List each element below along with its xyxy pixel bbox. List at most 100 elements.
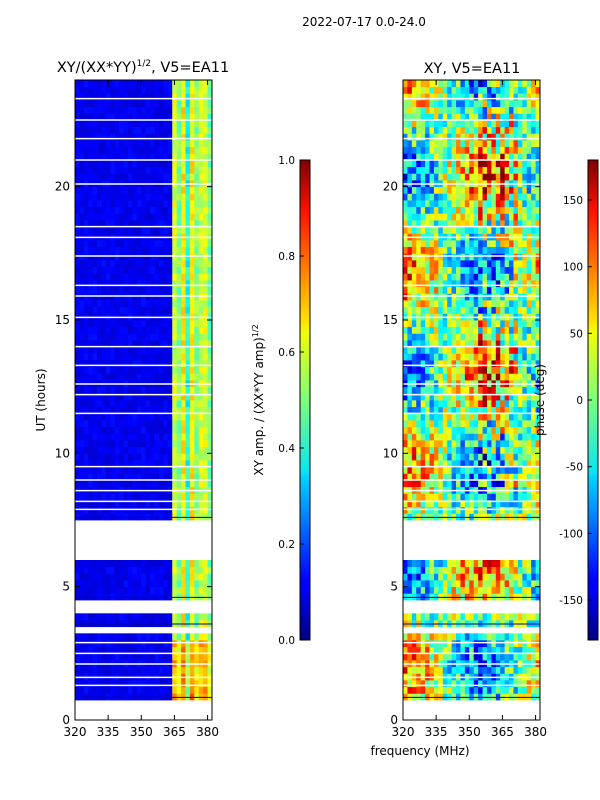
heatmap-cell [464,280,470,288]
heatmap-cell [526,400,532,408]
heatmap-cell [119,493,125,501]
heatmap-cell [83,266,89,274]
heatmap-cell [504,646,510,654]
heatmap-cell [420,166,426,174]
heatmap-cell [482,353,488,361]
heatmap-cell [145,240,151,248]
heatmap-cell [158,500,164,508]
heatmap-cell [482,320,488,328]
heatmap-cell [464,420,470,428]
heatmap-cell [411,373,417,381]
heatmap-cell [79,653,85,661]
heatmap-cell [163,640,169,648]
heatmap-cell [97,126,102,134]
heatmap-cell [433,153,439,161]
heatmap-cell [482,506,488,514]
heatmap-cell [425,166,430,174]
heatmap-cell [176,246,182,254]
heatmap-cell [482,253,488,261]
heatmap-cell [105,413,111,421]
heatmap-cell [469,366,475,374]
heatmap-cell [486,686,492,694]
heatmap-cell [438,153,444,161]
heatmap-cell [203,426,208,434]
heatmap-cell [97,120,102,128]
heatmap-cell [176,206,182,214]
heatmap-cell [464,320,470,328]
heatmap-cell [456,400,461,408]
heatmap-cell [486,666,492,674]
heatmap-cell [464,440,470,448]
heatmap-cell [535,566,541,574]
heatmap-cell [158,153,164,161]
heatmap-cell [88,346,94,354]
heatmap-cell [150,360,155,368]
heatmap-cell [500,193,506,201]
heatmap-cell [92,613,98,621]
heatmap-cell [420,153,426,161]
heatmap-cell [83,493,89,501]
amplitude-x-tick-label: 320 [64,725,87,739]
heatmap-cell [411,466,417,474]
heatmap-cell [526,326,532,334]
heatmap-cell [172,160,178,168]
heatmap-cell [79,326,85,334]
heatmap-cell [522,213,528,221]
heatmap-cell [451,353,457,361]
heatmap-cell [456,473,461,481]
heatmap-cell [420,286,426,294]
heatmap-cell [88,386,94,394]
heatmap-cell [198,100,204,108]
heatmap-cell [114,253,120,261]
heatmap-cell [101,306,107,314]
heatmap-cell [128,326,133,334]
heatmap-cell [433,373,439,381]
heatmap-cell [136,666,142,674]
phase-panel-title: XY, V5=EA11 [424,61,521,77]
heatmap-cell [172,400,178,408]
heatmap-cell [92,433,98,441]
heatmap-cell [442,473,448,481]
heatmap-cell [158,586,164,594]
heatmap-cell [172,653,178,661]
heatmap-cell [491,153,497,161]
heatmap-cell [172,220,178,228]
heatmap-cell [535,340,541,348]
heatmap-cell [92,266,98,274]
heatmap-cell [150,566,155,574]
heatmap-cell [411,413,417,421]
heatmap-cell [136,680,142,688]
heatmap-cell [150,100,155,108]
heatmap-cell [150,633,155,641]
heatmap-cell [464,613,470,621]
heatmap-cell [504,186,510,194]
heatmap-cell [145,206,151,214]
heatmap-cell [88,220,94,228]
heatmap-cell [460,680,466,688]
heatmap-cell [132,413,138,421]
heatmap-cell [75,120,80,128]
heatmap-cell [123,653,129,661]
heatmap-cell [172,420,178,428]
heatmap-cell [425,580,430,588]
heatmap-cell [158,346,164,354]
heatmap-cell [132,460,138,468]
heatmap-cell [154,326,160,334]
heatmap-cell [451,366,457,374]
heatmap-cell [79,186,85,194]
heatmap-cell [172,433,178,441]
heatmap-cell [411,646,417,654]
heatmap-cell [438,446,444,454]
heatmap-cell [478,653,483,661]
heatmap-cell [128,646,133,654]
heatmap-cell [198,106,204,114]
heatmap-cell [407,573,413,581]
heatmap-cell [513,153,519,161]
heatmap-cell [145,146,151,154]
heatmap-cell [176,140,182,148]
heatmap-cell [478,166,483,174]
heatmap-cell [473,193,479,201]
heatmap-cell [535,480,541,488]
heatmap-cell [128,433,133,441]
heatmap-cell [517,213,523,221]
